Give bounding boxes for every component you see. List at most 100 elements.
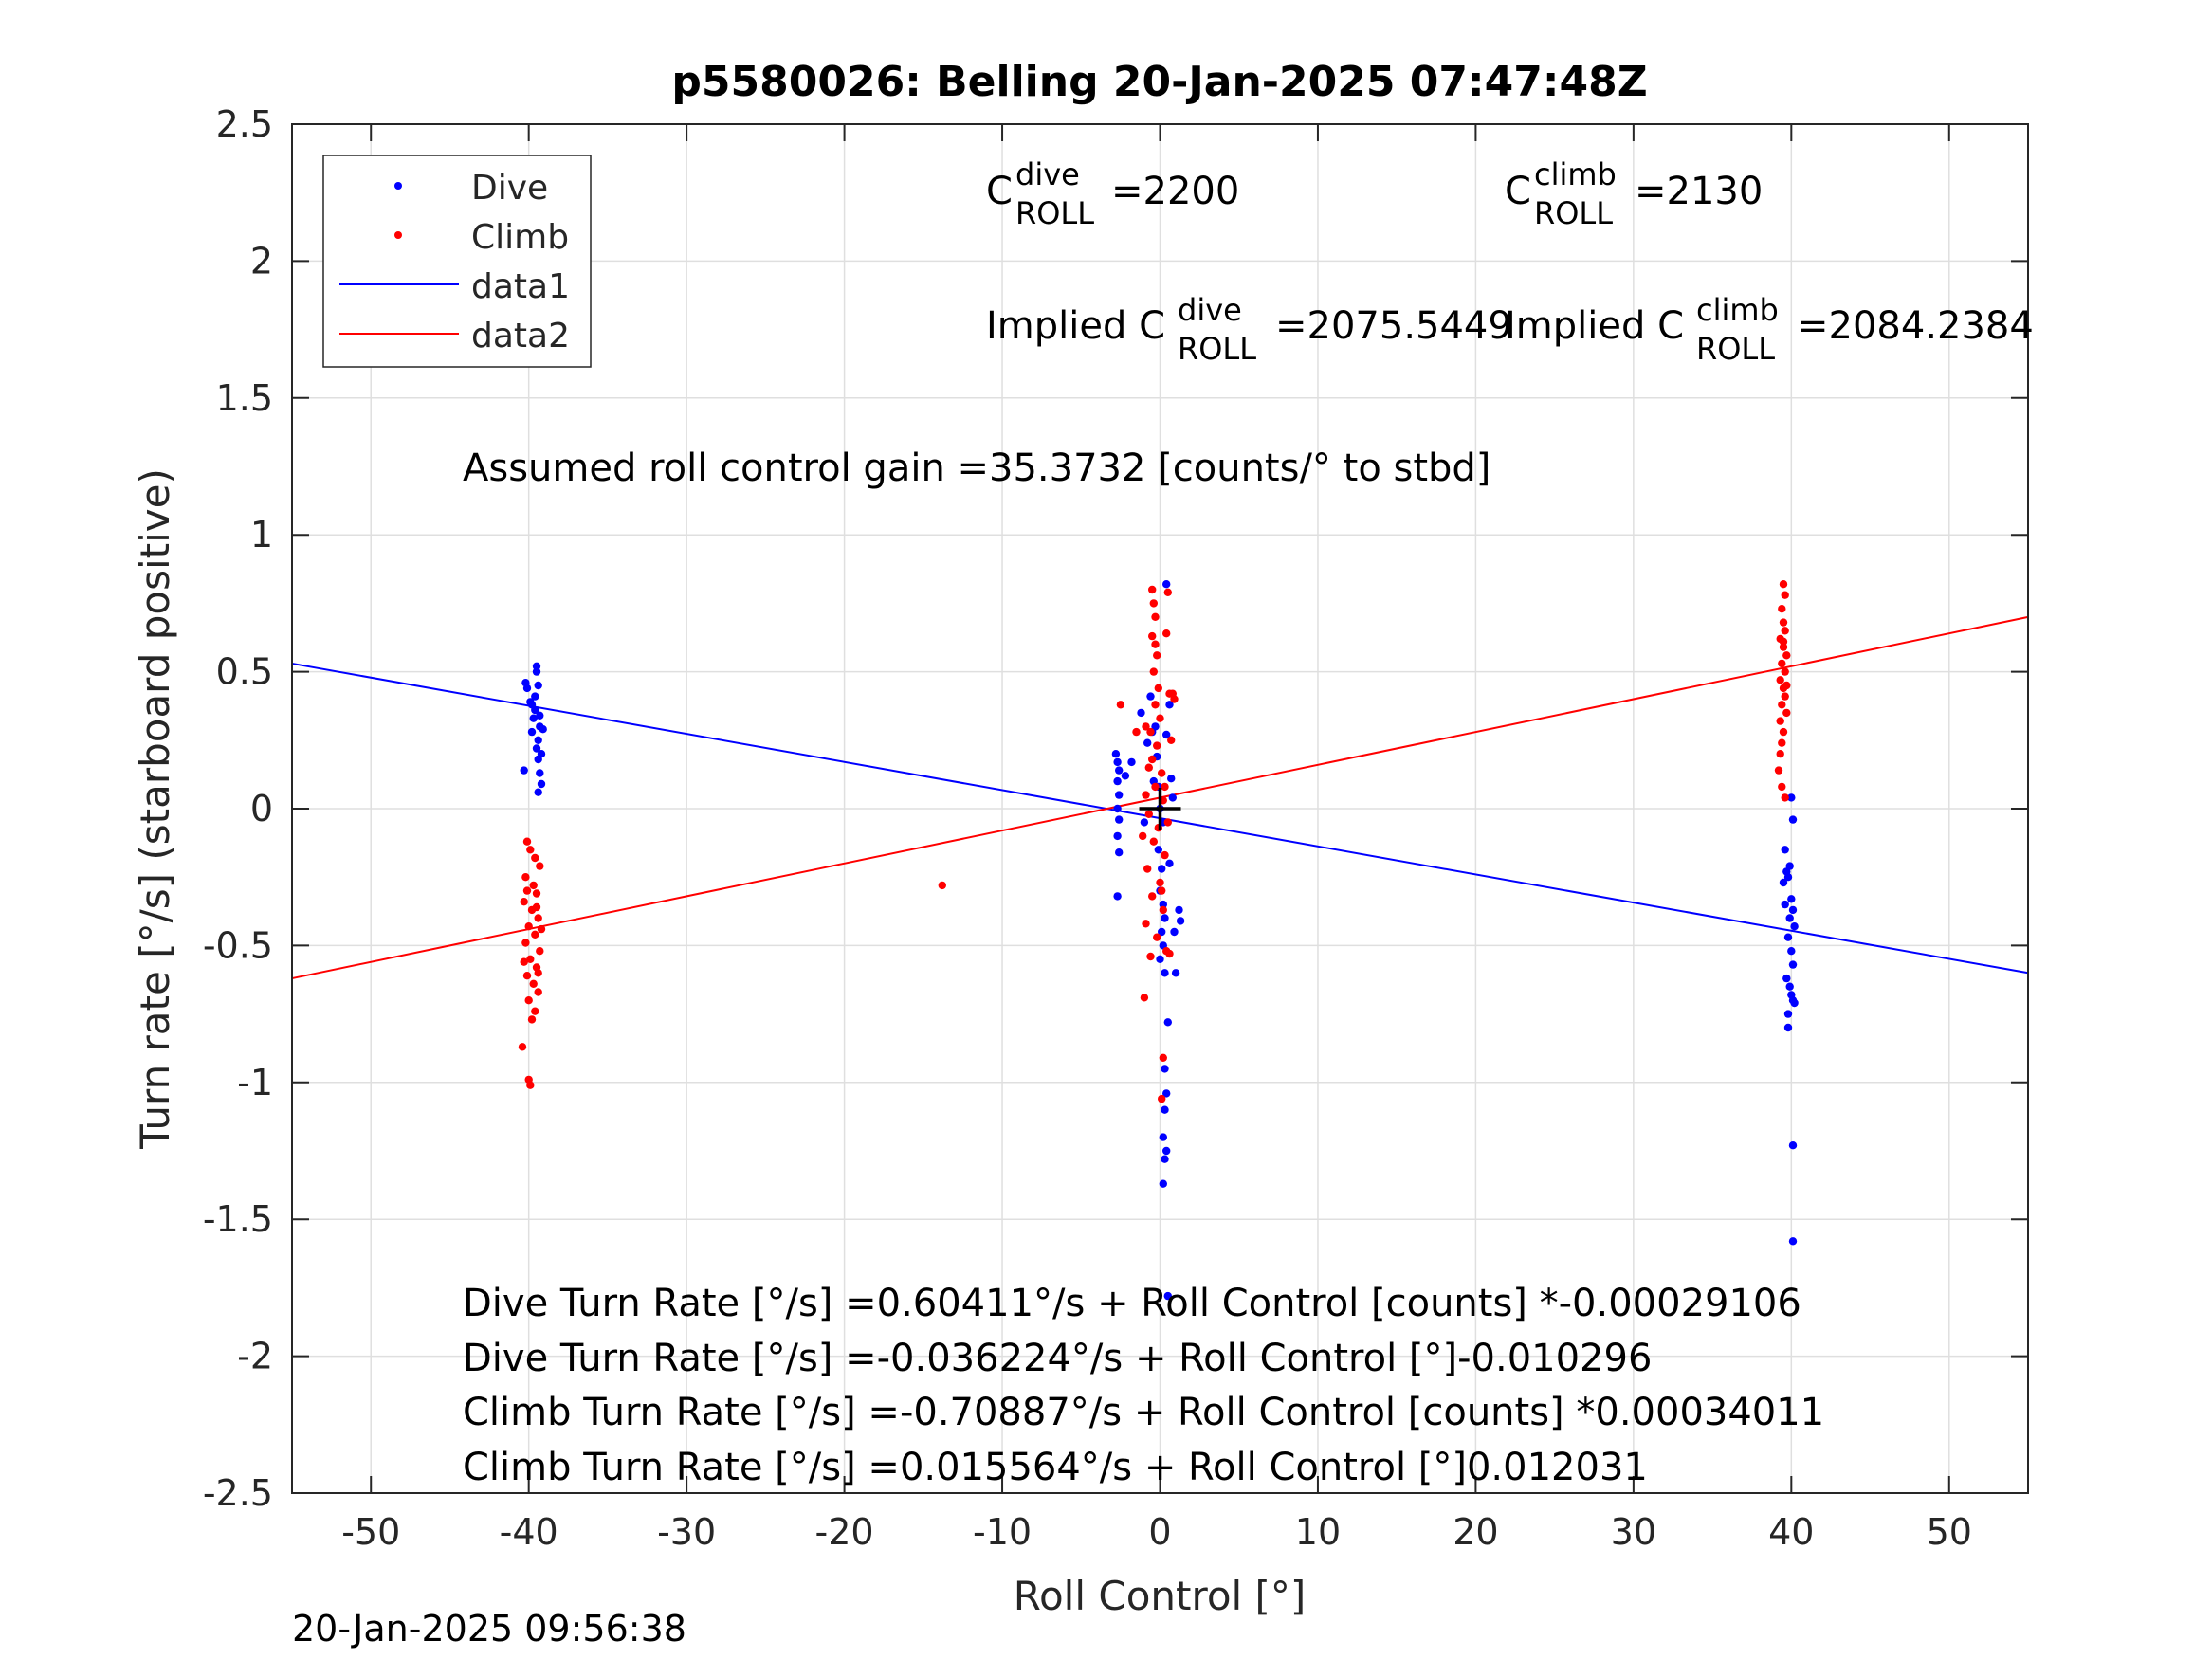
dive-point bbox=[1783, 1010, 1793, 1018]
climb-point bbox=[1781, 793, 1789, 802]
dive-point bbox=[1785, 914, 1794, 922]
implied-dive-annotation: Implied C dive ROLL =2075.5449 bbox=[986, 292, 1512, 367]
dive-point bbox=[522, 684, 532, 693]
climb-point bbox=[1153, 933, 1161, 941]
dive-point bbox=[1146, 692, 1155, 701]
climb-point bbox=[1163, 818, 1173, 827]
dive-point bbox=[1783, 933, 1793, 941]
implied-climb-sub: ROLL bbox=[1696, 331, 1775, 367]
climb-point bbox=[529, 881, 538, 890]
dive-point bbox=[1165, 701, 1174, 709]
dive-point bbox=[1158, 865, 1166, 873]
dive-point bbox=[532, 667, 541, 676]
x-tick-label: 50 bbox=[1927, 1511, 1972, 1553]
y-axis-label: Turn rate [°/s] (starboard positive) bbox=[132, 468, 178, 1150]
climb-point bbox=[1776, 676, 1784, 684]
c-roll-dive-c: C bbox=[986, 170, 1013, 213]
climb-degrees-equation: Climb Turn Rate [°/s] =0.015564°/s + Rol… bbox=[463, 1446, 1648, 1489]
x-tick-label: -10 bbox=[973, 1511, 1032, 1553]
dive-point bbox=[534, 681, 542, 690]
climb-point bbox=[1143, 865, 1152, 873]
climb-point bbox=[1116, 701, 1125, 709]
climb-point bbox=[1148, 755, 1157, 764]
climb-point bbox=[1162, 629, 1171, 638]
climb-point bbox=[531, 930, 539, 939]
dive-point bbox=[1788, 905, 1798, 915]
climb-point bbox=[537, 924, 546, 934]
climb-point bbox=[1779, 580, 1788, 589]
x-tick-label: -40 bbox=[500, 1511, 558, 1553]
dive-point bbox=[1175, 905, 1183, 915]
implied-dive-sub: ROLL bbox=[1178, 331, 1256, 367]
dive-point bbox=[1176, 917, 1185, 925]
dive-point bbox=[532, 744, 541, 753]
climb-point bbox=[1781, 692, 1789, 701]
climb-point bbox=[534, 969, 542, 977]
dive-point bbox=[1170, 927, 1179, 937]
legend-data1-label: data1 bbox=[471, 267, 570, 306]
climb-point bbox=[531, 1007, 539, 1015]
climb-point bbox=[1778, 605, 1786, 613]
dive-point bbox=[1113, 757, 1122, 767]
legend-dive-marker bbox=[394, 182, 402, 190]
y-tick-label: 0 bbox=[250, 788, 273, 830]
climb-point bbox=[1781, 667, 1789, 676]
c-roll-climb-sup: climb bbox=[1534, 156, 1617, 192]
climb-point bbox=[1161, 782, 1169, 792]
dive-point bbox=[534, 788, 542, 796]
dive-point bbox=[1787, 793, 1796, 802]
climb-point bbox=[1158, 1094, 1166, 1103]
climb-point bbox=[1159, 905, 1168, 915]
dive-counts-equation: Dive Turn Rate [°/s] =0.60411°/s + Roll … bbox=[463, 1282, 1801, 1325]
implied-dive-sup: dive bbox=[1178, 292, 1242, 328]
implied-dive-value: =2075.5449 bbox=[1275, 304, 1512, 348]
legend-dive-label: Dive bbox=[471, 169, 548, 208]
climb-point bbox=[524, 922, 533, 931]
dive-point bbox=[1162, 1089, 1171, 1098]
dive-point bbox=[1788, 1237, 1798, 1246]
dive-point bbox=[1787, 947, 1796, 956]
dive-point bbox=[1151, 722, 1160, 731]
dive-point bbox=[1161, 1105, 1169, 1114]
climb-point bbox=[531, 853, 539, 863]
climb-point bbox=[536, 947, 544, 956]
x-tick-label: 0 bbox=[1148, 1511, 1171, 1553]
climb-point bbox=[1782, 708, 1791, 718]
y-tick-label: 2 bbox=[250, 240, 273, 282]
dive-point bbox=[1783, 873, 1793, 882]
dive-point bbox=[1785, 862, 1794, 870]
climb-point bbox=[1149, 667, 1159, 676]
climb-point bbox=[1779, 727, 1788, 737]
climb-point bbox=[1776, 717, 1784, 725]
dive-point bbox=[1163, 1018, 1173, 1027]
origin-marker bbox=[1139, 788, 1181, 830]
dive-point bbox=[1781, 846, 1789, 854]
legend-climb-label: Climb bbox=[471, 218, 569, 257]
climb-point bbox=[522, 837, 532, 846]
x-tick-label: 10 bbox=[1295, 1511, 1341, 1553]
dive-point bbox=[1161, 969, 1169, 977]
climb-point bbox=[1146, 727, 1155, 737]
dive-point bbox=[1781, 900, 1789, 909]
climb-point bbox=[520, 957, 528, 966]
c-roll-climb-value: =2130 bbox=[1635, 170, 1763, 213]
axes-box bbox=[291, 123, 2029, 1494]
climb-point bbox=[1140, 994, 1149, 1002]
climb-point bbox=[520, 898, 528, 906]
dive-point bbox=[1788, 1141, 1798, 1150]
dive-point bbox=[1127, 757, 1136, 767]
climb-point bbox=[526, 1081, 535, 1089]
dive-point bbox=[1159, 1133, 1168, 1141]
c-roll-climb-sub: ROLL bbox=[1534, 195, 1613, 231]
climb-point bbox=[1132, 727, 1141, 737]
c-roll-dive-sub: ROLL bbox=[1015, 195, 1094, 231]
x-tick-labels: -50 -40 -30 -20 -10 0 10 20 30 40 50 bbox=[341, 1511, 1972, 1553]
x-tick-label: -50 bbox=[341, 1511, 400, 1553]
climb-point bbox=[1144, 810, 1154, 818]
climb-point bbox=[1153, 651, 1161, 660]
climb-point bbox=[1158, 769, 1166, 777]
climb-point bbox=[522, 972, 532, 980]
climb-point bbox=[1144, 763, 1154, 772]
climb-point bbox=[1170, 695, 1179, 703]
